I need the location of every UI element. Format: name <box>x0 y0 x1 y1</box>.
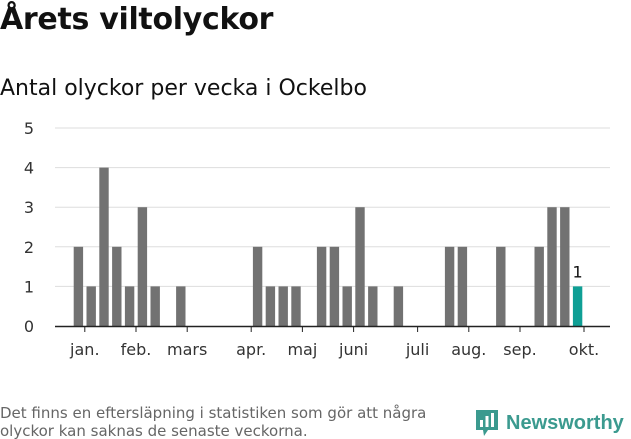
bar-week-39 <box>560 207 570 326</box>
y-tick-label: 4 <box>24 159 34 178</box>
bar-week-7 <box>150 286 160 326</box>
bar-week-2 <box>86 286 96 326</box>
annotations: 1 <box>573 262 583 281</box>
bar-chart-bubble-icon <box>476 410 498 436</box>
brand-name: Newsworthy <box>506 411 624 434</box>
bar-week-3 <box>99 167 109 326</box>
x-tick-label: mars <box>167 340 207 359</box>
x-tick-label: apr. <box>236 340 266 359</box>
x-tick-label: maj <box>287 340 317 359</box>
y-tick-label: 5 <box>24 119 34 138</box>
x-tick-label: jan. <box>69 340 99 359</box>
x-tick-label: sep. <box>503 340 536 359</box>
bar-chart: 0 1 2 3 4 5 jan. feb. mars apr. maj juni juli aug. se… <box>24 119 610 359</box>
newsworthy-logo: Newsworthy <box>474 408 624 438</box>
y-tick-label: 2 <box>24 238 34 257</box>
y-axis-labels: 0 1 2 3 4 5 <box>24 119 34 336</box>
x-tick-label: okt. <box>569 340 599 359</box>
bar-week-31 <box>457 246 468 326</box>
y-tick-label: 3 <box>24 198 34 217</box>
x-tick-label: juli <box>405 340 429 359</box>
x-axis-labels: jan. feb. mars apr. maj juni juli aug. sep. okt. <box>69 340 599 359</box>
bar-week-20 <box>316 246 327 326</box>
bar-week-23 <box>355 207 365 326</box>
bar-week-30 <box>444 246 455 326</box>
bar-week-6 <box>137 207 148 326</box>
bar-week-22 <box>342 286 352 326</box>
bar-week-34 <box>496 246 506 326</box>
bar-week-9 <box>176 286 186 326</box>
x-axis <box>55 325 610 332</box>
bar-week-37 <box>534 246 544 326</box>
chart-subtitle: Antal olyckor per vecka i Ockelbo <box>0 76 367 101</box>
bar-week-5 <box>124 286 135 326</box>
chart-title: Årets viltolyckor <box>0 2 274 37</box>
gridlines <box>55 127 610 287</box>
y-tick-label: 1 <box>24 277 34 296</box>
bar-week-18 <box>291 286 301 326</box>
y-tick-label: 0 <box>24 317 34 336</box>
bar-week-16 <box>265 286 276 326</box>
bar-week-4 <box>112 246 122 326</box>
bar-week-26 <box>393 286 404 326</box>
x-tick-label: aug. <box>451 340 486 359</box>
bars <box>73 167 583 326</box>
bar-week-15 <box>252 246 263 326</box>
data-label: 1 <box>573 262 583 281</box>
footnote: Det finns en eftersläpning i statistiken… <box>0 404 427 439</box>
bar-week-21 <box>329 246 340 326</box>
bar-week-1 <box>73 246 84 326</box>
bar-week-40 <box>572 286 583 326</box>
x-tick-label: juni <box>338 340 368 359</box>
bar-week-24 <box>368 286 378 326</box>
bar-week-38 <box>547 207 557 326</box>
x-tick-label: feb. <box>121 340 152 359</box>
bar-week-17 <box>278 286 288 326</box>
